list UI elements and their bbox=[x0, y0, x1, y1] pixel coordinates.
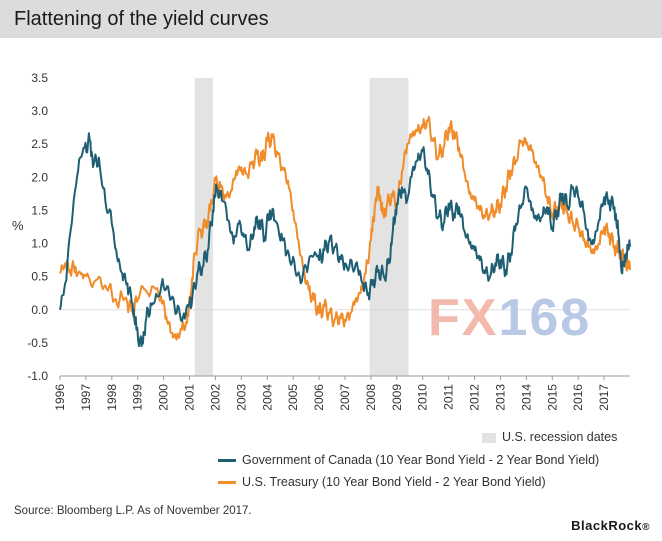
x-tick-label: 2010 bbox=[416, 384, 430, 411]
x-tick-label: 2006 bbox=[312, 384, 326, 411]
y-tick-label: 0.5 bbox=[31, 270, 48, 284]
x-tick-label: 1997 bbox=[79, 384, 93, 411]
x-tick-label: 2017 bbox=[597, 384, 611, 411]
x-tick-label: 2016 bbox=[571, 384, 585, 411]
x-tick-label: 1998 bbox=[105, 384, 119, 411]
treasury-swatch bbox=[218, 481, 236, 485]
chart-title: Flattening of the yield curves bbox=[14, 8, 269, 30]
legend-canada: Government of Canada (10 Year Bond Yield… bbox=[218, 453, 599, 467]
y-axis-label: % bbox=[12, 218, 24, 233]
x-tick-label: 2011 bbox=[442, 384, 456, 410]
yield-curve-chart: -1.0-0.50.00.51.01.52.02.53.03.5 1996 199… bbox=[12, 71, 631, 411]
blackrock-logo: BlackRock® bbox=[571, 518, 650, 533]
brand-suffix: ® bbox=[642, 522, 650, 533]
y-tick-label: -0.5 bbox=[27, 336, 48, 350]
watermark: FX168 bbox=[428, 288, 591, 348]
y-tick-label: 1.0 bbox=[31, 237, 48, 251]
legend-treasury: U.S. Treasury (10 Year Bond Yield - 2 Ye… bbox=[218, 475, 546, 489]
recession-bands bbox=[194, 78, 409, 376]
axis-lines bbox=[59, 309, 630, 380]
x-tick-label: 2009 bbox=[390, 384, 404, 411]
y-tick-label: 2.5 bbox=[31, 137, 48, 151]
y-tick-label: -1.0 bbox=[27, 369, 48, 383]
y-tick-label: 3.0 bbox=[31, 104, 48, 118]
x-tick-label: 2005 bbox=[286, 384, 300, 411]
recession-band-1 bbox=[369, 78, 409, 376]
y-tick-label: 0.0 bbox=[31, 303, 48, 317]
watermark-168: 168 bbox=[498, 289, 592, 347]
legend-recession: U.S. recession dates bbox=[482, 430, 617, 444]
x-tick-label: 2003 bbox=[234, 384, 248, 411]
legend-treasury-label: U.S. Treasury (10 Year Bond Yield - 2 Ye… bbox=[242, 475, 546, 489]
recession-swatch bbox=[482, 432, 496, 443]
y-tick-label: 2.0 bbox=[31, 170, 48, 184]
series-lines bbox=[59, 115, 631, 348]
x-tick-label: 1996 bbox=[53, 384, 67, 411]
x-tick-label: 2001 bbox=[183, 384, 197, 411]
x-tick-label: 2012 bbox=[468, 384, 482, 411]
legend-recession-label: U.S. recession dates bbox=[502, 430, 618, 444]
x-tick-label: 1999 bbox=[131, 384, 145, 411]
x-tick-label: 2013 bbox=[493, 384, 507, 411]
source-note: Source: Bloomberg L.P. As of November 20… bbox=[14, 505, 252, 517]
x-tick-label: 2007 bbox=[338, 384, 352, 411]
treasury-series-line bbox=[59, 115, 631, 341]
x-tick-label: 2015 bbox=[545, 384, 559, 411]
x-tick-label: 2002 bbox=[208, 384, 222, 411]
x-tick-label: 2004 bbox=[260, 384, 274, 411]
title-band: Flattening of the yield curves bbox=[0, 0, 662, 38]
y-tick-label: 1.5 bbox=[31, 203, 48, 217]
x-tick-label: 2014 bbox=[519, 384, 533, 411]
canada-swatch bbox=[218, 459, 236, 463]
x-tick-labels: 1996 1997 1998 1999 2000 2001 2002 2003 2004 2005… bbox=[53, 384, 611, 411]
watermark-fx: FX bbox=[428, 289, 499, 347]
legend-canada-label: Government of Canada (10 Year Bond Yield… bbox=[242, 453, 600, 467]
x-tick-label: 2000 bbox=[157, 384, 171, 411]
y-tick-labels: -1.0 -0.5 0.0 0.5 1.0 1.5 2.0 2.5 3.0 3.5 bbox=[27, 71, 48, 383]
y-tick-label: 3.5 bbox=[31, 71, 48, 85]
brand-name: BlackRock bbox=[571, 518, 643, 533]
canada-series-line bbox=[59, 132, 631, 348]
x-tick-label: 2008 bbox=[364, 384, 378, 411]
